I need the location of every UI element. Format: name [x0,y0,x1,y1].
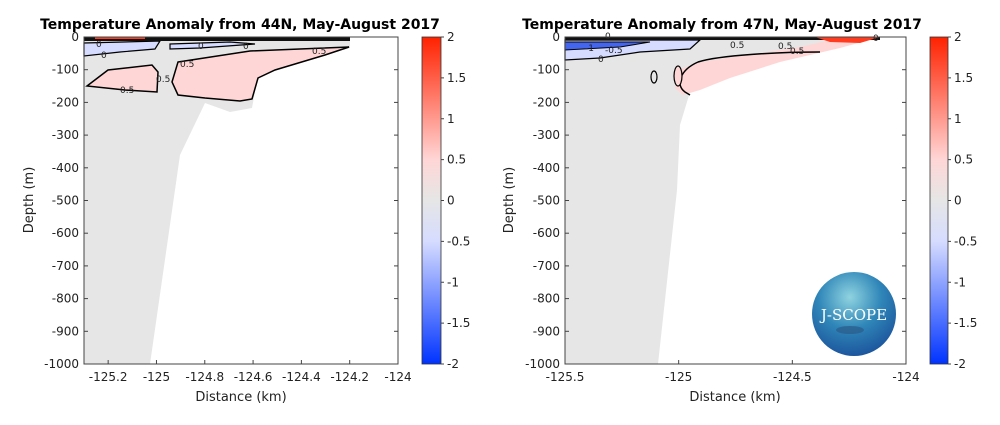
x-tick-label: -124.4 [282,370,321,384]
panel-47n: Temperature Anomaly from 47N, May-August… [502,17,977,405]
contour-line [650,70,658,84]
contour-label: 0 [873,34,879,44]
surface-band [84,37,350,41]
contour-label: 0 [598,55,604,65]
y-tick-label: -800 [52,292,79,306]
colorbar-tick-label: -1 [954,275,966,289]
colorbar-tick-label: -2 [447,357,459,371]
colorbar-tick-label: 0.5 [447,153,466,167]
x-tick-label: -124 [384,370,411,384]
y-tick-label: -900 [52,324,79,338]
y-axis-label: Depth (m) [502,167,517,234]
colorbar-tick-label: -2 [954,357,966,371]
y-axis-label: Depth (m) [22,167,37,234]
colorbar-tick-label: -1 [447,275,459,289]
contour-label: 0.5 [778,42,792,52]
colorbar-tick-label: -0.5 [447,234,470,248]
y-tick-label: -600 [52,226,79,240]
contour-label: 0.5 [120,86,134,96]
warm-anomaly-region [171,46,350,102]
contour-label: -0.5 [605,46,623,56]
y-tick-label: -400 [52,161,79,175]
contour-label: 0.5 [312,47,326,57]
colorbar-tick-label: 1.5 [954,71,973,85]
contour-label: 0 [96,40,102,50]
y-tick-label: -700 [52,259,79,273]
contour-label: 0.5 [730,41,744,51]
contour-label: 0.5 [156,75,170,85]
y-tick-label: -1000 [525,357,560,371]
colorbar-tick-label: 2 [447,30,455,44]
logo-text: J-SCOPE [819,306,887,324]
surface-band [565,37,880,40]
y-tick-label: -300 [52,128,79,142]
colorbar-tick-label: -1.5 [447,316,470,330]
x-tick-label: -125.2 [89,370,128,384]
contour-label: 0 [198,42,204,52]
y-tick-label: -100 [52,63,79,77]
y-tick-label: -700 [533,259,560,273]
warm-anomaly-region [85,64,159,93]
contour-label: 0.5 [180,60,194,70]
j-scope-logo: J-SCOPE [812,272,896,356]
colorbar-tick-label: 0 [954,194,962,208]
colorbar [421,36,442,365]
chart-title: Temperature Anomaly from 47N, May-August… [522,17,922,33]
colorbar [929,36,949,365]
y-tick-label: -100 [533,63,560,77]
y-tick-label: -500 [52,194,79,208]
zero-anomaly-region [565,37,880,364]
colorbar-tick-label: 1 [447,112,455,126]
contour-label: -1 [585,44,594,54]
y-tick-label: -900 [533,324,560,338]
colorbar-tick-label: 1.5 [447,71,466,85]
colorbar-tick-label: 0.5 [954,153,973,167]
x-tick-label: -124.6 [234,370,273,384]
zero-anomaly-region [84,37,350,364]
x-axis-label: Distance (km) [689,390,780,405]
y-tick-label: -200 [52,95,79,109]
x-tick-label: -124.8 [185,370,224,384]
cool-anomaly-region [169,41,256,50]
warm-anomaly-region [675,37,880,95]
contour-label: 0 [101,51,107,61]
colorbar-tick-label: 2 [954,30,962,44]
y-tick-label: -400 [533,161,560,175]
contour-label: 0.5 [790,47,804,57]
contour-label: 0 [243,42,249,52]
y-tick-label: -800 [533,292,560,306]
x-tick-label: -125.5 [546,370,585,384]
y-tick-label: -300 [533,128,560,142]
y-tick-label: -500 [533,194,560,208]
panel-44n: Temperature Anomaly from 44N, May-August… [22,17,470,405]
colorbar-tick-label: -0.5 [954,234,977,248]
chart-title: Temperature Anomaly from 44N, May-August… [40,17,440,33]
x-tick-label: -124.2 [330,370,369,384]
x-tick-label: -125 [143,370,170,384]
colorbar-tick-label: -1.5 [954,316,977,330]
surface-warm-band [95,37,145,39]
y-tick-label: -200 [533,95,560,109]
x-axis-label: Distance (km) [195,390,286,405]
warm-anomaly-region [673,65,683,87]
surface-warm-band [815,37,880,43]
x-tick-label: -124.5 [773,370,812,384]
y-tick-label: -600 [533,226,560,240]
y-tick-label: 0 [71,30,79,44]
colorbar-tick-label: 1 [954,112,962,126]
colorbar-tick-label: 0 [447,194,455,208]
x-tick-label: -124 [892,370,919,384]
x-tick-label: -125 [665,370,692,384]
y-tick-label: 0 [552,30,560,44]
y-tick-label: -1000 [44,357,79,371]
